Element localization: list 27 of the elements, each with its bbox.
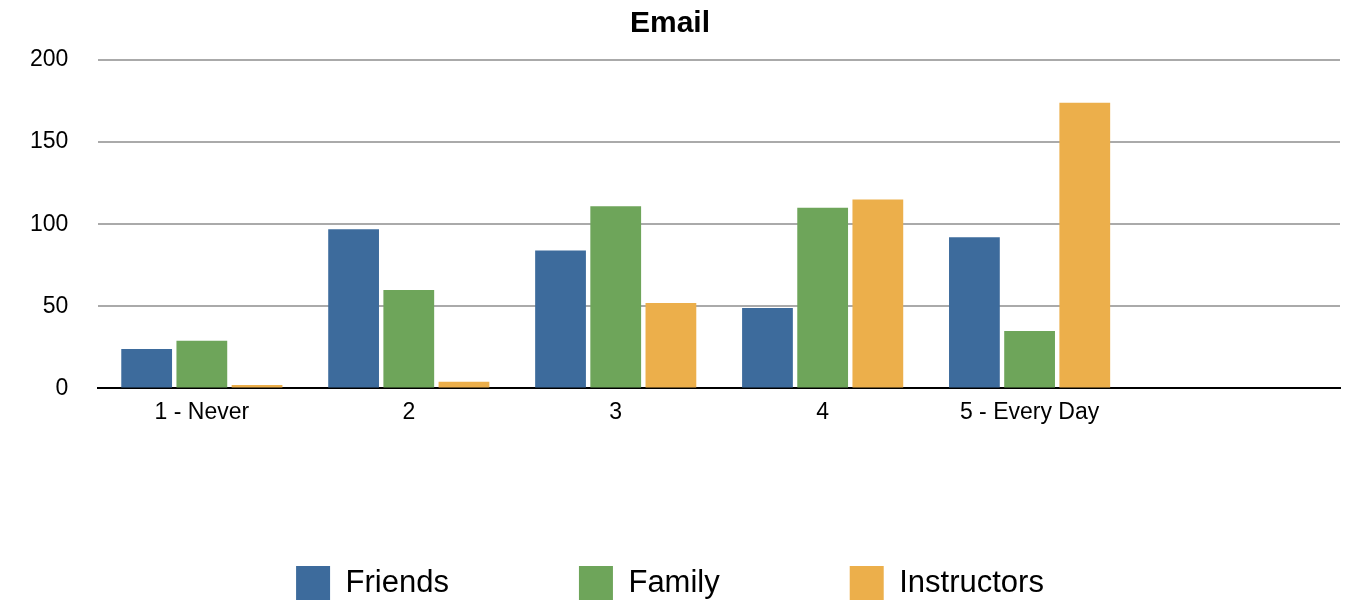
y-tick-label: 0 [55, 373, 69, 400]
chart-title: Email [629, 5, 711, 39]
x-tick-label: 3 [609, 397, 623, 424]
bar [645, 303, 697, 388]
x-tick-label: 4 [816, 397, 830, 424]
x-tick-label: 5 - Every Day [959, 397, 1100, 424]
y-tick-label: 100 [30, 209, 69, 236]
legend-label: Instructors [899, 563, 1044, 599]
bar [328, 229, 379, 388]
y-tick-label: 150 [30, 127, 69, 154]
bar [535, 250, 586, 388]
bar [852, 199, 904, 388]
bar [1004, 330, 1055, 388]
bar [176, 340, 228, 388]
y-tick-label: 50 [42, 291, 69, 318]
bar [949, 237, 1000, 388]
legend-label: Friends [345, 563, 449, 599]
x-tick-label: 2 [402, 397, 416, 424]
legend-label: Family [628, 563, 721, 599]
bar [121, 348, 173, 388]
bar [742, 307, 793, 388]
x-tick-label: 1 - Never [154, 397, 250, 424]
bar [1059, 102, 1111, 388]
bar [797, 207, 849, 388]
y-tick-label: 200 [30, 45, 69, 72]
bar [590, 206, 642, 388]
bar [383, 289, 435, 388]
